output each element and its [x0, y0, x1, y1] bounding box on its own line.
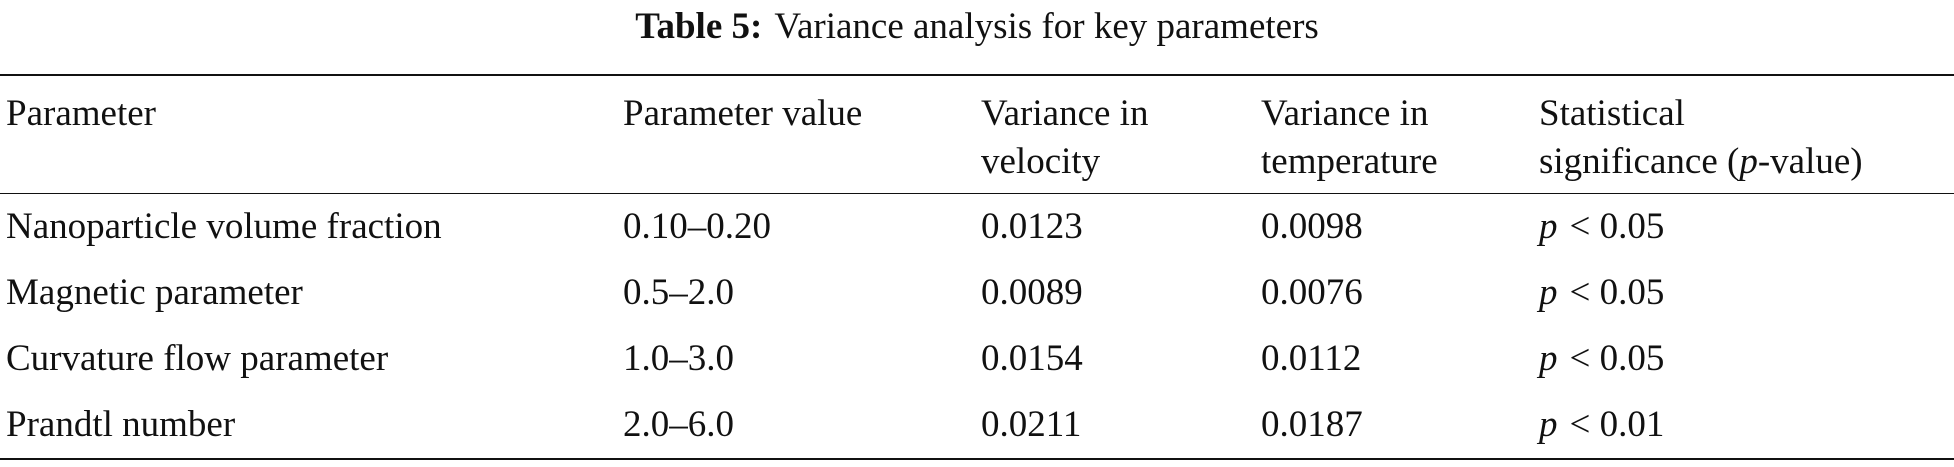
table-row: Prandtl number 2.0–6.0 0.0211 0.0187 p < 0.01 [0, 392, 1954, 459]
caption-text: Variance analysis for key parameters [774, 6, 1319, 47]
table-cell: Magnetic parameter [6, 271, 303, 313]
cell-italic: p [1539, 271, 1558, 313]
table-cell: 0.0112 [1261, 337, 1362, 379]
header-line: Variance in [981, 93, 1149, 134]
table-cell: 0.0089 [981, 271, 1083, 313]
table-cell: Prandtl number [6, 403, 236, 445]
table-cell: 0.0098 [1261, 205, 1363, 247]
table-cell: 0.10–0.20 [623, 205, 771, 247]
table-cell: Nanoparticle volume fraction [6, 205, 442, 247]
table-cell: 2.0–6.0 [623, 403, 734, 445]
cell-text: < 0.05 [1569, 271, 1665, 313]
cell-text: < 0.01 [1569, 403, 1665, 445]
table-row: Nanoparticle volume fraction 0.10–0.20 0.0… [0, 193, 1954, 260]
table-cell: 0.0076 [1261, 271, 1363, 313]
table-row: Magnetic parameter 0.5–2.0 0.0089 0.0076 p < … [0, 260, 1954, 326]
table-cell: p < 0.05 [1533, 326, 1954, 392]
header-line: significance (p-value) [1539, 138, 1954, 186]
table-cell: p < 0.05 [1533, 260, 1954, 326]
header-cell: Statistical significance (p-value) [1533, 75, 1954, 193]
header-text: significance ( [1539, 141, 1740, 182]
caption: Table 5: Variance analysis for key parame… [0, 0, 1954, 62]
header-row: Parameter Parameter value Variance in vel… [0, 75, 1954, 193]
caption-label: Table 5: [635, 6, 763, 47]
header-line: Statistical [1539, 93, 1685, 134]
header-cell: Variance in temperature [1255, 75, 1533, 193]
cell-italic: p [1539, 337, 1558, 379]
cell-italic: p [1539, 205, 1558, 247]
table-cell: Curvature flow parameter [6, 337, 389, 379]
cell-text: < 0.05 [1569, 205, 1665, 247]
table-cell: 0.5–2.0 [623, 271, 734, 313]
table-header: Parameter Parameter value Variance in vel… [0, 75, 1954, 193]
table-cell: 0.0211 [981, 403, 1082, 445]
table-cell: 0.0123 [981, 205, 1083, 247]
table-cell: 1.0–3.0 [623, 337, 734, 379]
table-cell: 0.0187 [1261, 403, 1363, 445]
table-cell: p < 0.05 [1533, 193, 1954, 260]
table-cell: 0.0154 [981, 337, 1083, 379]
header-line: velocity [981, 141, 1101, 182]
header-cell: Variance in velocity [975, 75, 1255, 193]
header-cell: Parameter [6, 93, 156, 134]
header-line: temperature [1261, 141, 1438, 182]
table-body: Nanoparticle volume fraction 0.10–0.20 0.0… [0, 193, 1954, 459]
cell-text: < 0.05 [1569, 337, 1665, 379]
header-text: -value) [1757, 141, 1863, 182]
header-line: Variance in [1261, 93, 1429, 134]
header-cell: Parameter value [623, 93, 863, 134]
header-italic: p [1739, 141, 1758, 182]
table-cell: p < 0.01 [1533, 392, 1954, 459]
table-row: Curvature flow parameter 1.0–3.0 0.0154 0.0… [0, 326, 1954, 392]
cell-italic: p [1539, 403, 1558, 445]
data-table: Parameter Parameter value Variance in vel… [0, 74, 1954, 460]
